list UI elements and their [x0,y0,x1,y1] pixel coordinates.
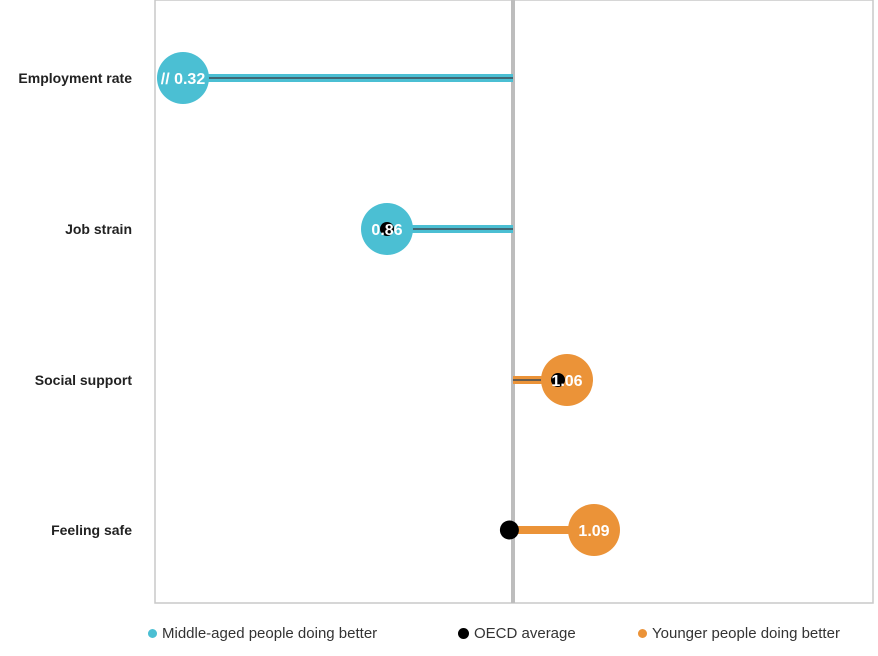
oecd-average-dot-inner-social-support [551,373,565,387]
value-label-feeling-safe: 1.09 [578,523,609,540]
legend-item-oecd-average: OECD average [458,625,576,642]
oecd-average-dot-inner-job-strain [380,222,394,236]
value-label-employment-rate: // 0.32 [161,71,206,88]
value-bubble-employment-rate [157,52,209,104]
category-label-job-strain: Job strain [65,221,132,237]
legend-item-middle-aged: Middle-aged people doing better [148,625,377,642]
legend-swatch-middle-aged [148,629,157,638]
value-label-job-strain: 0.86 [371,222,402,239]
category-label-employment-rate: Employment rate [18,70,132,86]
chart-marks: Employment rate // 0.32 Job strain 0.86 Soci… [18,52,620,556]
category-label-social-support: Social support [35,372,133,388]
value-label-social-support: 1.06 [551,373,582,390]
legend: Middle-aged people doing better OECD ave… [0,625,878,649]
legend-label-middle-aged: Middle-aged people doing better [162,625,378,642]
legend-item-younger: Younger people doing better [638,625,840,642]
value-bubble-social-support [541,354,593,406]
legend-label-younger: Younger people doing better [652,625,840,642]
legend-swatch-younger [638,629,647,638]
legend-label-oecd-average: OECD average [474,625,576,642]
value-bubble-feeling-safe [568,504,620,556]
legend-swatch-oecd-average [458,628,469,639]
oecd-average-dot-feeling-safe [499,520,519,540]
category-label-feeling-safe: Feeling safe [51,522,132,538]
